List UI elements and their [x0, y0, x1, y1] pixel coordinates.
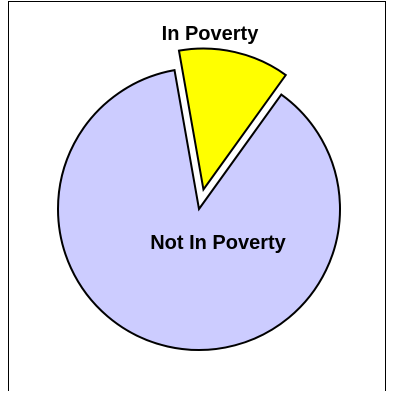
chart-frame	[8, 1, 386, 391]
pie-slices	[57, 47, 341, 351]
label-in-poverty: In Poverty	[162, 23, 260, 45]
slice-not-in-poverty	[57, 68, 341, 351]
label-not-in-poverty: Not In Poverty	[150, 232, 286, 254]
slice-in-poverty	[177, 47, 288, 193]
